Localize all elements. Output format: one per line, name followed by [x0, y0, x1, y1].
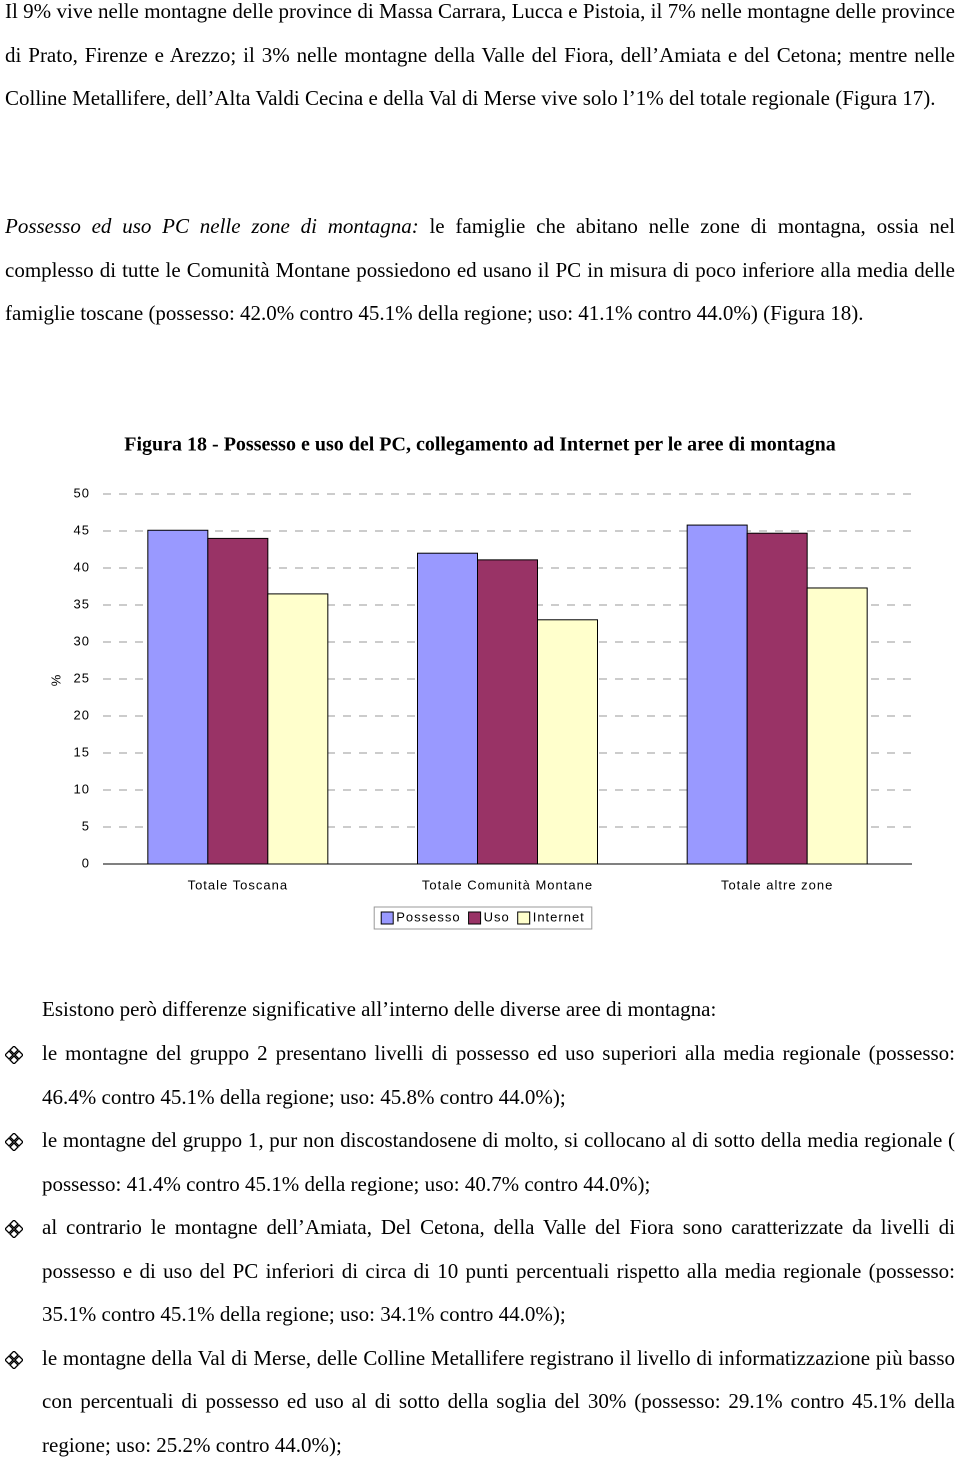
diamond: [9, 1220, 19, 1229]
bullet-text: le montagne del gruppo 1, pur non discos…: [42, 1128, 955, 1196]
legend-label: Uso: [484, 909, 510, 924]
bullet-list: le montagne del gruppo 2 presentano live…: [5, 1032, 955, 1460]
bullet-icon: [5, 1220, 23, 1238]
legend-swatch: [380, 911, 394, 925]
diamond: [9, 1142, 19, 1151]
bar: [417, 552, 478, 865]
diamond: [14, 1224, 23, 1234]
bar: [746, 532, 808, 865]
legend-swatch: [517, 911, 531, 925]
paragraph: Il 9% vive nelle montagne delle province…: [5, 0, 955, 110]
bar: [537, 619, 598, 865]
bar: [477, 559, 538, 865]
bullet: le montagne della Val di Merse, delle Co…: [5, 1337, 955, 1460]
y-tick-label: 20: [74, 707, 90, 722]
y-axis-label: %: [48, 674, 63, 687]
legend: Possesso Uso Internet: [380, 909, 585, 925]
bullet-text: le montagne della Val di Merse, delle Co…: [42, 1345, 955, 1457]
y-tick-label: 30: [74, 633, 90, 648]
bar: [207, 537, 269, 865]
diamond: [9, 1229, 19, 1238]
y-tick-label: 0: [82, 855, 90, 870]
y-tick-label: 25: [74, 670, 90, 685]
x-tick-label: Totale altre zone: [721, 877, 833, 892]
intro: Esistono però differenze significative a…: [42, 997, 717, 1021]
paragraph: Possesso ed uso PC nelle zone di montagn…: [5, 205, 955, 336]
diamond: [9, 1055, 19, 1064]
y-tick-label: 40: [74, 559, 90, 574]
y-tick-label: 10: [74, 781, 90, 796]
diamond: [5, 1354, 14, 1365]
y-tick-label: 50: [74, 485, 90, 500]
bullet-text: le montagne del gruppo 2 presentano live…: [42, 1041, 955, 1109]
y-tick-label: 45: [74, 522, 90, 537]
bullet: le montagne del gruppo 2 presentano live…: [5, 1032, 955, 1119]
chart: Figura 18 - Possesso e uso del PC, colle…: [48, 434, 912, 930]
bullet-icon: [5, 1133, 23, 1151]
y-tick-label: 5: [82, 818, 90, 833]
bar: [267, 593, 329, 865]
diamond: [5, 1137, 14, 1147]
y-tick-label: 35: [74, 596, 90, 611]
chart-title: Figura 18 - Possesso e uso del PC, colle…: [124, 434, 835, 456]
bar: [147, 529, 209, 865]
diamond: [14, 1050, 23, 1060]
legend-label: Possesso: [396, 909, 460, 924]
diamond: [9, 1133, 19, 1142]
legend-box: [373, 906, 593, 930]
section-heading: Possesso ed uso PC nelle zone di montagn…: [5, 214, 419, 238]
diamond: [9, 1350, 19, 1360]
diamond: [14, 1137, 23, 1147]
bar: [806, 587, 868, 865]
diamond: [9, 1046, 19, 1055]
bullet: al contrario le montagne dell’Amiata, De…: [5, 1206, 955, 1337]
bullet-icon: [5, 1046, 23, 1064]
diamond: [5, 1224, 14, 1234]
y-tick-label: 15: [74, 744, 90, 759]
x-tick-label: Totale Comunità Montane: [422, 877, 593, 892]
section-text: le famiglie che abitano nelle zone di mo…: [5, 214, 955, 325]
bullet-icon: [5, 1350, 23, 1369]
bar: [686, 524, 748, 865]
diamond: [14, 1354, 23, 1365]
x-tick-label: Totale Toscana: [188, 877, 289, 892]
bullet-text: al contrario le montagne dell’Amiata, De…: [42, 1215, 955, 1326]
diamond: [5, 1050, 14, 1060]
legend-label: Internet: [533, 909, 585, 924]
bullet: le montagne del gruppo 1, pur non discos…: [5, 1119, 955, 1206]
legend-swatch: [468, 911, 482, 925]
diamond: [9, 1359, 19, 1369]
